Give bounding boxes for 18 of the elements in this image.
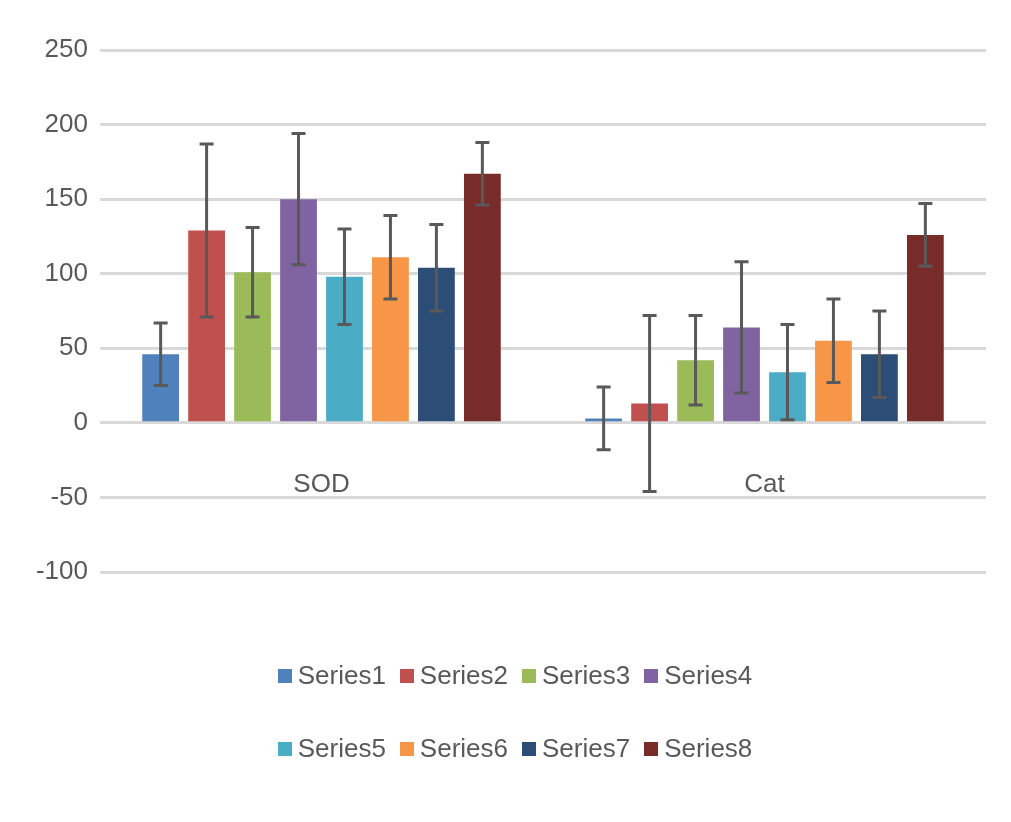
y-tick-label: 100 xyxy=(44,256,88,287)
legend-label: Series3 xyxy=(542,660,631,691)
legend-label: Series8 xyxy=(664,733,753,764)
x-tick-label: Cat xyxy=(744,468,786,499)
y-tick-label: -50 xyxy=(50,480,88,511)
x-tick-label: SOD xyxy=(293,468,350,499)
legend-label: Series4 xyxy=(664,660,753,691)
y-tick-label: 0 xyxy=(73,406,88,437)
legend-label: Series2 xyxy=(419,660,508,691)
y-tick-label: 250 xyxy=(44,33,88,64)
y-tick-label: 50 xyxy=(59,331,88,362)
legend-label: Series5 xyxy=(297,733,386,764)
legend-label: Series7 xyxy=(542,733,631,764)
y-tick-label: 150 xyxy=(44,182,88,213)
legend-label: Series6 xyxy=(419,733,508,764)
legend-label: Series1 xyxy=(297,660,386,691)
y-tick-label: -100 xyxy=(35,555,88,586)
y-tick-label: 200 xyxy=(44,107,88,138)
